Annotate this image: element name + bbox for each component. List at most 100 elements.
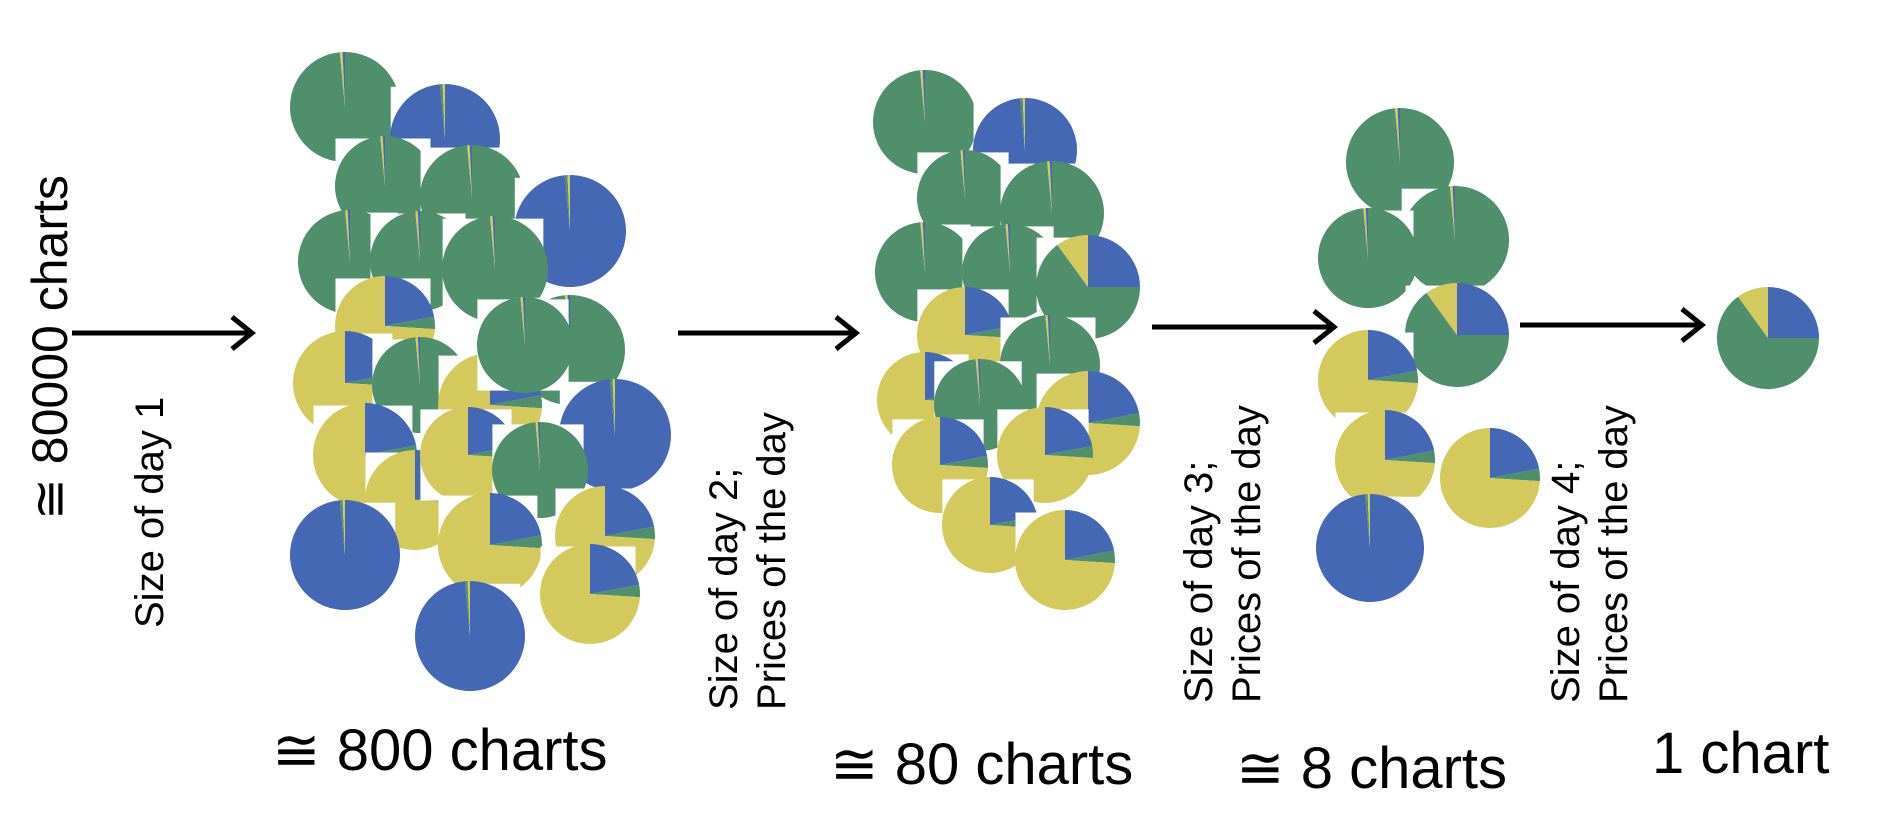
pie-slice-blue — [1088, 235, 1140, 287]
pie-slice-yellow — [540, 544, 640, 644]
pie-slice-blue — [1088, 371, 1140, 423]
pie-slice-green — [289, 52, 400, 162]
pie-slice-yellow — [345, 210, 350, 262]
flow-arrow-3 — [1152, 309, 1339, 345]
mostly-yellow-pie — [438, 493, 543, 597]
pie-slice-blue — [417, 337, 420, 385]
pie-slice-yellow — [1738, 287, 1768, 338]
stage-count-80: ≅ 80 charts — [830, 732, 1134, 797]
pie-slice-blue — [537, 422, 540, 470]
pie-slice-yellow — [1047, 161, 1052, 213]
pie-slice-green — [590, 584, 640, 598]
pie-slice-yellow — [535, 422, 540, 470]
arrow-head — [1680, 307, 1707, 343]
pie-slice-yellow — [490, 216, 495, 269]
pie-slice-yellow — [420, 407, 516, 504]
pie-slice-yellow — [467, 581, 470, 636]
step-label-day-4: Size of day 4; Prices of the day — [1544, 405, 1636, 703]
pie-slice-blue — [385, 276, 435, 326]
pie-slice-blue — [415, 581, 526, 691]
pie-slice-green — [1368, 370, 1418, 384]
pie-slice-blue — [365, 403, 417, 455]
pie-slice-yellow — [438, 493, 542, 597]
pie-slice-blue — [1365, 208, 1368, 258]
pie-slice-green — [490, 395, 542, 409]
pie-slice-green — [439, 84, 445, 139]
pie-slice-green — [940, 456, 988, 469]
pie-slice-blue — [977, 359, 980, 405]
flow-arrow-1 — [72, 315, 257, 351]
pie-slice-green — [385, 316, 436, 330]
pie-slice-yellow — [920, 222, 925, 272]
pie-slice-blue — [590, 544, 640, 594]
pie-slice-yellow — [415, 337, 420, 385]
pie-slice-green — [476, 297, 573, 393]
pie-slice-yellow — [520, 297, 525, 345]
mostly-green-pie — [1318, 207, 1419, 308]
pie-slice-green — [609, 379, 615, 435]
step-label-day-2: Size of day 2; Prices of the day — [702, 412, 794, 710]
pie-slice-yellow — [567, 175, 570, 231]
pie-slice-yellow — [960, 150, 965, 198]
pie-slice-green — [1385, 450, 1435, 464]
pie-slice-blue — [1007, 224, 1010, 272]
pie-chart-collection — [289, 52, 1819, 691]
stage-count-8: ≅ 8 charts — [1236, 736, 1508, 801]
pie-slice-yellow — [1335, 410, 1435, 511]
pie-slice-blue — [1768, 287, 1819, 338]
pie-slice-yellow — [1022, 98, 1025, 150]
pie-slice-blue — [940, 417, 988, 465]
pie-slice-yellow — [467, 145, 472, 197]
pie-slice-yellow — [1426, 283, 1457, 335]
pie-slice-green — [1065, 550, 1115, 564]
pie-slice-yellow — [1449, 186, 1455, 240]
pie-slice-yellow — [997, 407, 1093, 504]
step-label-day-3: Size of day 3; Prices of the day — [1177, 405, 1269, 703]
pie-slice-blue — [1368, 330, 1418, 380]
pie-slice-blue — [1045, 407, 1093, 455]
pie-slice-blue — [1315, 494, 1424, 602]
pie-slice-yellow — [1318, 330, 1418, 430]
arrows — [72, 307, 1707, 351]
pie-slice-green — [1490, 468, 1540, 482]
pie-slice-blue — [522, 297, 525, 345]
pie-slice-blue — [417, 211, 420, 261]
pie-slice-yellow — [1440, 428, 1540, 528]
pie-slice-blue — [1385, 410, 1435, 460]
mostly-green-pie — [476, 297, 573, 393]
pie-slice-yellow — [342, 500, 345, 555]
mostly-yellow-pie — [1440, 428, 1540, 528]
mostly-blue-pie — [415, 581, 526, 691]
arrow-head — [1312, 309, 1339, 345]
pie-slice-yellow — [380, 136, 385, 186]
pie-slice-blue — [492, 216, 495, 269]
pie-slice-blue — [605, 486, 655, 536]
mostly-yellow-pie — [1335, 410, 1435, 511]
pie-slice-green — [564, 175, 570, 231]
pie-slice-blue — [1049, 161, 1052, 213]
mostly-green-pie — [289, 52, 400, 162]
pie-slice-yellow — [339, 52, 345, 107]
flow-arrow-2 — [678, 315, 861, 351]
pie-slice-blue — [962, 150, 965, 198]
pie-slice-blue — [342, 52, 345, 107]
mostly-yellow-pie — [540, 544, 640, 644]
pie-slice-yellow — [920, 70, 925, 122]
pie-slice-green — [917, 150, 1014, 246]
step-label-day-1: Size of day 1 — [128, 396, 172, 628]
pie-slice-blue — [1397, 108, 1400, 162]
mixed-green-pie — [1717, 287, 1819, 390]
pie-slice-blue — [289, 500, 400, 610]
pie-slice-yellow — [1005, 224, 1010, 272]
pie-slice-green — [1020, 98, 1025, 150]
pie-slice-green — [1364, 494, 1370, 548]
pie-slice-yellow — [415, 211, 420, 261]
pie-slice-green — [1088, 413, 1140, 427]
pie-slice-yellow — [442, 84, 445, 139]
pie-slice-green — [1318, 207, 1419, 308]
pie-slice-yellow — [1045, 315, 1050, 365]
pie-slice-green — [1717, 296, 1819, 390]
pie-slice-green — [490, 535, 543, 549]
pie-slice-yellow — [1015, 510, 1115, 611]
arrow-head — [834, 315, 861, 351]
